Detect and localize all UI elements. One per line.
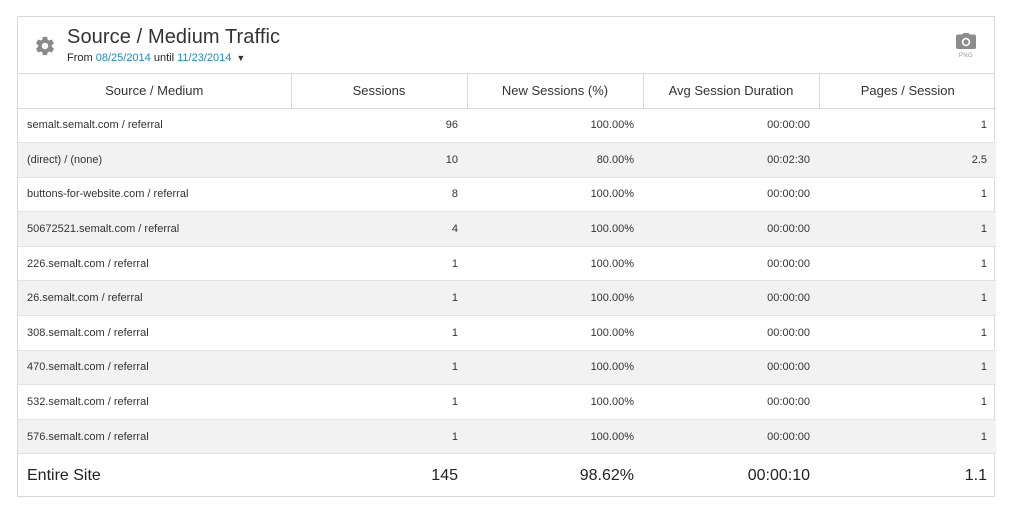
- traffic-widget: Source / Medium Traffic From 08/25/2014 …: [17, 16, 996, 497]
- export-label: PNG: [958, 53, 974, 59]
- source-medium-cell: 50672521.semalt.com / referral: [18, 211, 291, 247]
- table-row: 532.semalt.com / referral 1 100.00% 00:00:0…: [18, 384, 996, 420]
- widget-header: Source / Medium Traffic From 08/25/2014 …: [18, 17, 994, 74]
- source-medium-cell: semalt.semalt.com / referral: [18, 108, 291, 144]
- column-header[interactable]: Source / Medium: [18, 74, 292, 109]
- pages-per-session-cell: 1: [819, 211, 996, 247]
- start-date-link[interactable]: 08/25/2014: [95, 52, 151, 64]
- total-sessions: 145: [291, 453, 467, 497]
- new-sessions-cell: 100.00%: [467, 384, 643, 420]
- source-medium-cell: 576.semalt.com / referral: [18, 419, 291, 455]
- widget-title: Source / Medium Traffic: [67, 26, 281, 48]
- new-sessions-cell: 100.00%: [467, 315, 643, 351]
- table-row: buttons-for-website.com / referral 8 100.0…: [18, 177, 996, 213]
- avg-duration-cell: 00:00:00: [643, 384, 819, 420]
- avg-duration-cell: 00:00:00: [643, 177, 819, 213]
- sessions-cell: 1: [291, 315, 467, 351]
- column-header[interactable]: Pages / Session: [819, 74, 996, 109]
- column-header[interactable]: New Sessions (%): [467, 74, 644, 109]
- source-medium-cell: 308.semalt.com / referral: [18, 315, 291, 351]
- table-row: semalt.semalt.com / referral 96 100.00% 00:…: [18, 108, 996, 144]
- table-row: 470.semalt.com / referral 1 100.00% 00:00:0…: [18, 350, 996, 386]
- new-sessions-cell: 100.00%: [467, 246, 643, 282]
- total-new-sessions: 98.62%: [467, 453, 643, 497]
- date-prefix: From: [67, 52, 93, 64]
- total-avg-duration: 00:00:10: [643, 453, 819, 497]
- pages-per-session-cell: 1: [819, 350, 996, 386]
- total-row: Entire Site 145 98.62% 00:00:10 1.1: [18, 453, 996, 497]
- sessions-cell: 96: [291, 108, 467, 144]
- source-medium-cell: 470.semalt.com / referral: [18, 350, 291, 386]
- source-medium-cell: (direct) / (none): [18, 142, 291, 178]
- pages-per-session-cell: 1: [819, 280, 996, 317]
- avg-duration-cell: 00:00:00: [643, 280, 819, 317]
- source-medium-cell: 226.semalt.com / referral: [18, 246, 291, 282]
- date-mid: until: [153, 52, 175, 64]
- sessions-cell: 1: [291, 280, 467, 317]
- end-date-link[interactable]: 11/23/2014: [177, 52, 232, 64]
- source-medium-cell: 26.semalt.com / referral: [18, 280, 291, 317]
- table-row: (direct) / (none) 10 80.00% 00:02:30 2.5: [18, 142, 996, 178]
- new-sessions-cell: 80.00%: [467, 142, 643, 178]
- avg-duration-cell: 00:00:00: [643, 108, 819, 144]
- table-row: 308.semalt.com / referral 1 100.00% 00:00:0…: [18, 315, 996, 351]
- pages-per-session-cell: 1: [819, 177, 996, 213]
- pages-per-session-cell: 1: [819, 108, 996, 144]
- sessions-cell: 4: [291, 211, 467, 247]
- table-row: 226.semalt.com / referral 1 100.00% 00:00:0…: [18, 246, 996, 282]
- sessions-cell: 1: [291, 419, 467, 455]
- new-sessions-cell: 100.00%: [467, 419, 643, 455]
- avg-duration-cell: 00:00:00: [643, 350, 819, 386]
- avg-duration-cell: 00:02:30: [643, 142, 819, 178]
- date-range: From 08/25/2014 until 11/23/2014 ▼: [67, 52, 245, 64]
- new-sessions-cell: 100.00%: [467, 211, 643, 247]
- table-row: 576.semalt.com / referral 1 100.00% 00:00:0…: [18, 419, 996, 455]
- source-medium-cell: buttons-for-website.com / referral: [18, 177, 291, 213]
- pages-per-session-cell: 1: [819, 384, 996, 420]
- avg-duration-cell: 00:00:00: [643, 211, 819, 247]
- table-header-row: Source / Medium Sessions New Sessions (%…: [18, 74, 996, 109]
- avg-duration-cell: 00:00:00: [643, 246, 819, 282]
- pages-per-session-cell: 1: [819, 419, 996, 455]
- new-sessions-cell: 100.00%: [467, 280, 643, 317]
- sessions-cell: 1: [291, 246, 467, 282]
- traffic-table: Source / Medium Sessions New Sessions (%…: [18, 74, 996, 497]
- total-pages-per-session: 1.1: [819, 453, 996, 497]
- pages-per-session-cell: 1: [819, 315, 996, 351]
- new-sessions-cell: 100.00%: [467, 177, 643, 213]
- pages-per-session-cell: 2.5: [819, 142, 996, 178]
- avg-duration-cell: 00:00:00: [643, 419, 819, 455]
- avg-duration-cell: 00:00:00: [643, 315, 819, 351]
- table-row: 50672521.semalt.com / referral 4 100.00% 00…: [18, 211, 996, 247]
- sessions-cell: 10: [291, 142, 467, 178]
- source-medium-cell: 532.semalt.com / referral: [18, 384, 291, 420]
- sessions-cell: 8: [291, 177, 467, 213]
- column-header[interactable]: Sessions: [291, 74, 468, 109]
- column-header[interactable]: Avg Session Duration: [643, 74, 820, 109]
- caret-down-icon[interactable]: ▼: [236, 53, 246, 63]
- gear-icon[interactable]: [34, 35, 56, 57]
- camera-icon: [956, 33, 976, 49]
- new-sessions-cell: 100.00%: [467, 108, 643, 144]
- sessions-cell: 1: [291, 350, 467, 386]
- pages-per-session-cell: 1: [819, 246, 996, 282]
- sessions-cell: 1: [291, 384, 467, 420]
- new-sessions-cell: 100.00%: [467, 350, 643, 386]
- table-row: 26.semalt.com / referral 1 100.00% 00:00:00…: [18, 280, 996, 317]
- export-png-button[interactable]: PNG: [954, 33, 978, 59]
- total-label: Entire Site: [18, 453, 291, 497]
